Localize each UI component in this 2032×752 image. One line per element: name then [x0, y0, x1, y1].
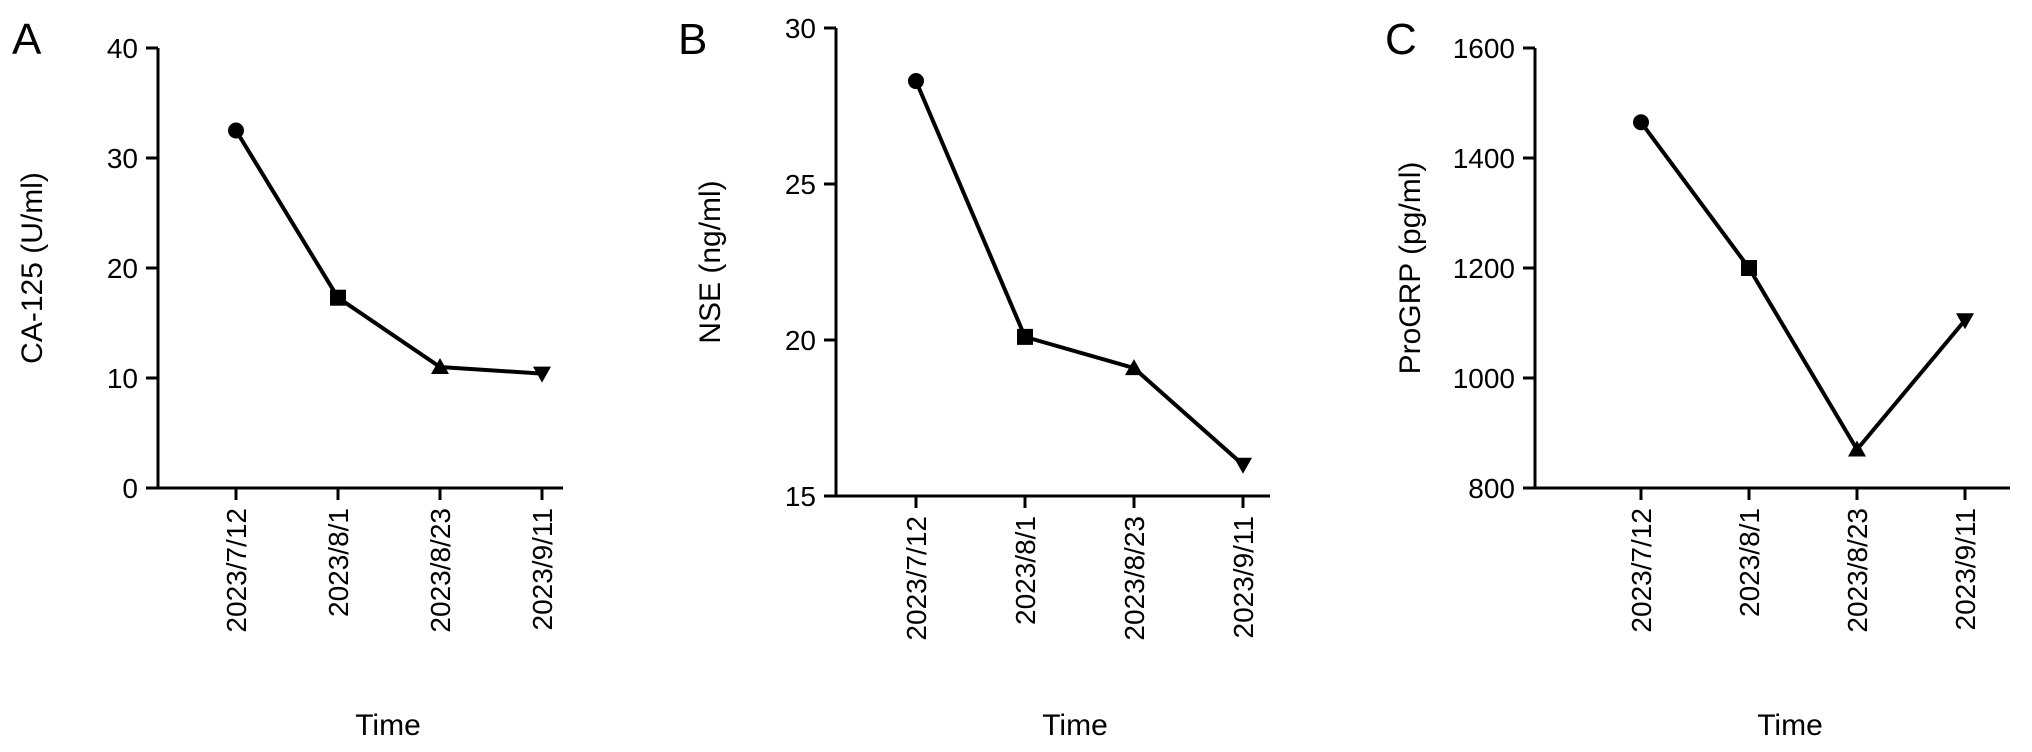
x-tick-label: 2023/7/12 [221, 508, 252, 633]
chart-panel-b: B 15 20 25 30 2023/7/12 2023/8/1 2023/8/23 2023/… [678, 13, 1270, 742]
series-line [1639, 121, 1967, 452]
panel-letter: C [1385, 15, 1417, 64]
x-tick-label: 2023/9/11 [527, 508, 558, 631]
chart-panel-a: A 0 10 20 30 40 2023/7/12 2023/8/1 2023/8/23 2023… [12, 15, 563, 742]
y-tick-label: 40 [107, 33, 138, 64]
panel-letter: A [12, 15, 42, 64]
x-tick-label: 2023/7/12 [901, 516, 932, 641]
y-tick-label: 800 [1468, 473, 1515, 504]
y-tick-label: 1400 [1453, 143, 1515, 174]
x-tick-label: 2023/7/12 [1626, 508, 1657, 633]
x-tick-label: 2023/8/1 [1010, 516, 1041, 625]
x-tick-label: 2023/9/11 [1228, 516, 1259, 639]
y-tick-label: 15 [785, 481, 816, 512]
data-point-circle [228, 122, 244, 139]
data-point-triangle-down [533, 366, 551, 383]
y-axis-label: ProGRP (pg/ml) [1394, 162, 1427, 375]
x-tick-label: 2023/8/23 [1842, 508, 1873, 633]
x-axis-label: Time [1042, 709, 1108, 742]
data-point-triangle-up [1125, 359, 1143, 376]
y-tick-label: 20 [107, 253, 138, 284]
data-point-triangle-up [1848, 440, 1866, 457]
y-tick-label: 30 [107, 143, 138, 174]
chart-panel-c: C 800 1000 1200 1400 1600 2023/7/12 2023/8/1 202… [1385, 15, 2010, 742]
panel-letter: B [678, 15, 707, 64]
y-tick-label: 10 [107, 363, 138, 394]
x-tick-label: 2023/8/23 [1119, 516, 1150, 641]
data-point-square [330, 289, 346, 306]
x-tick-label: 2023/8/1 [1734, 508, 1765, 617]
x-axis-label: Time [355, 709, 421, 742]
data-point-triangle-down [1956, 313, 1974, 330]
y-tick-label: 1200 [1453, 253, 1515, 284]
x-tick-label: 2023/8/23 [425, 508, 456, 633]
y-axis-label: NSE (ng/ml) [694, 180, 727, 343]
y-tick-label: 0 [122, 473, 138, 504]
x-tick-label: 2023/8/1 [323, 508, 354, 617]
data-point-square [1017, 328, 1033, 345]
data-point-circle [1633, 114, 1649, 131]
y-tick-label: 1600 [1453, 33, 1515, 64]
y-tick-label: 20 [785, 325, 816, 356]
y-tick-label: 30 [785, 13, 816, 44]
x-tick-label: 2023/9/11 [1950, 508, 1981, 631]
data-point-circle [908, 73, 924, 90]
series-line [234, 129, 543, 376]
y-axis-label: CA-125 (U/ml) [16, 172, 49, 364]
data-point-square [1741, 260, 1757, 276]
x-axis-label: Time [1757, 709, 1823, 742]
y-tick-label: 25 [785, 169, 816, 200]
series-line [914, 80, 1245, 467]
data-point-triangle-down [1234, 457, 1252, 474]
data-point-triangle-up [431, 358, 449, 374]
y-tick-label: 1000 [1453, 363, 1515, 394]
